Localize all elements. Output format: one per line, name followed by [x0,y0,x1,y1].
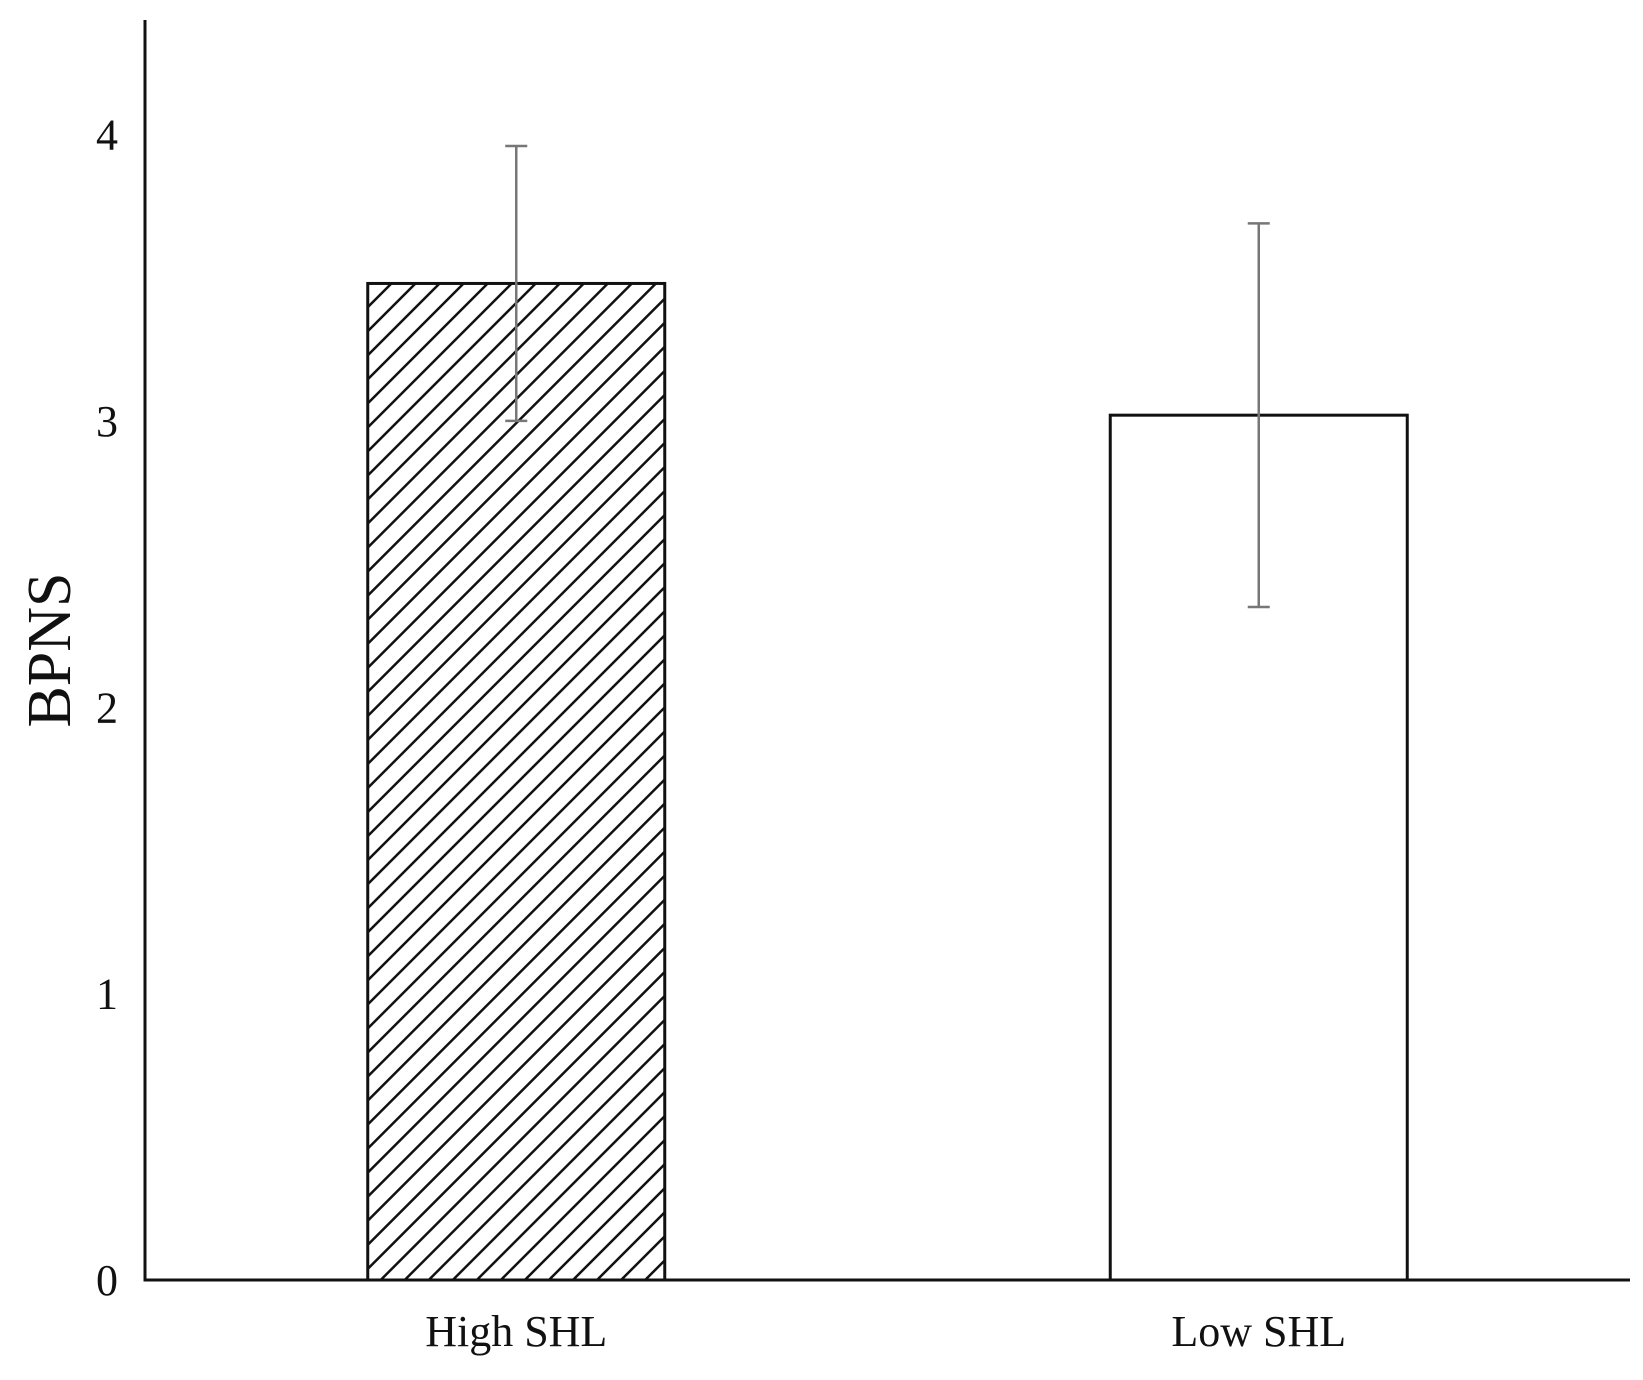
x-category-label: High SHL [425,1307,607,1356]
bars [366,281,1409,1282]
y-tick-label: 0 [96,1256,118,1305]
bar-high-shl [366,281,667,1282]
labels: 0 1 2 3 4 High SHL Low SHL [96,111,1346,1356]
x-category-label: Low SHL [1171,1307,1346,1356]
y-axis-title: BPNS [16,572,84,727]
error-bar-high-shl [505,144,528,423]
y-tick-label: 1 [96,970,118,1019]
y-tick-label: 2 [96,683,118,732]
error-bar-low-shl [1247,222,1270,609]
y-tick-label: 3 [96,397,118,446]
y-tick-label: 4 [96,111,118,160]
error-bars [505,144,1270,609]
